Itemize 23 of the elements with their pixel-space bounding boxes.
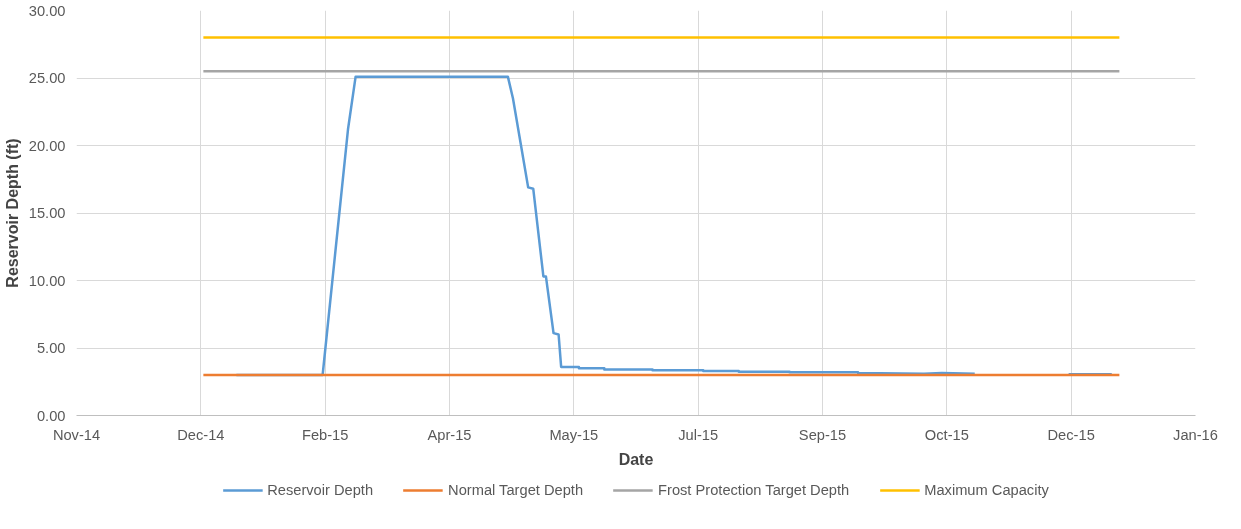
y-tick-label: 5.00 [36, 340, 66, 356]
x-tick-label: Dec-14 [177, 426, 225, 443]
x-tick-label: Jul-15 [678, 426, 719, 443]
x-tick-label: Sep-15 [798, 426, 847, 443]
x-tick-label: Apr-15 [427, 426, 472, 443]
y-axis-title: Reservoir Depth (ft) [3, 138, 21, 288]
y-tick-label: 0.00 [36, 407, 66, 424]
x-tick-label: Oct-15 [924, 426, 969, 443]
y-tick-label: 25.00 [28, 70, 66, 86]
x-tick-label: Dec-15 [1047, 426, 1095, 443]
x-axis-title: Date [618, 450, 654, 468]
legend-label: Maximum Capacity [924, 482, 1049, 498]
y-tick-label: 20.00 [28, 137, 66, 154]
x-tick-label: Nov-14 [52, 426, 101, 443]
x-tick-label: Feb-15 [301, 426, 349, 443]
legend-label: Normal Target Depth [448, 482, 584, 498]
y-tick-label: 30.00 [28, 2, 66, 19]
x-tick-label: Jan-16 [1173, 426, 1218, 443]
y-tick-label: 10.00 [28, 272, 66, 289]
legend-label: Reservoir Depth [267, 482, 374, 498]
x-tick-label: May-15 [549, 426, 599, 443]
legend-label: Frost Protection Target Depth [658, 482, 850, 498]
y-tick-label: 15.00 [28, 205, 66, 221]
